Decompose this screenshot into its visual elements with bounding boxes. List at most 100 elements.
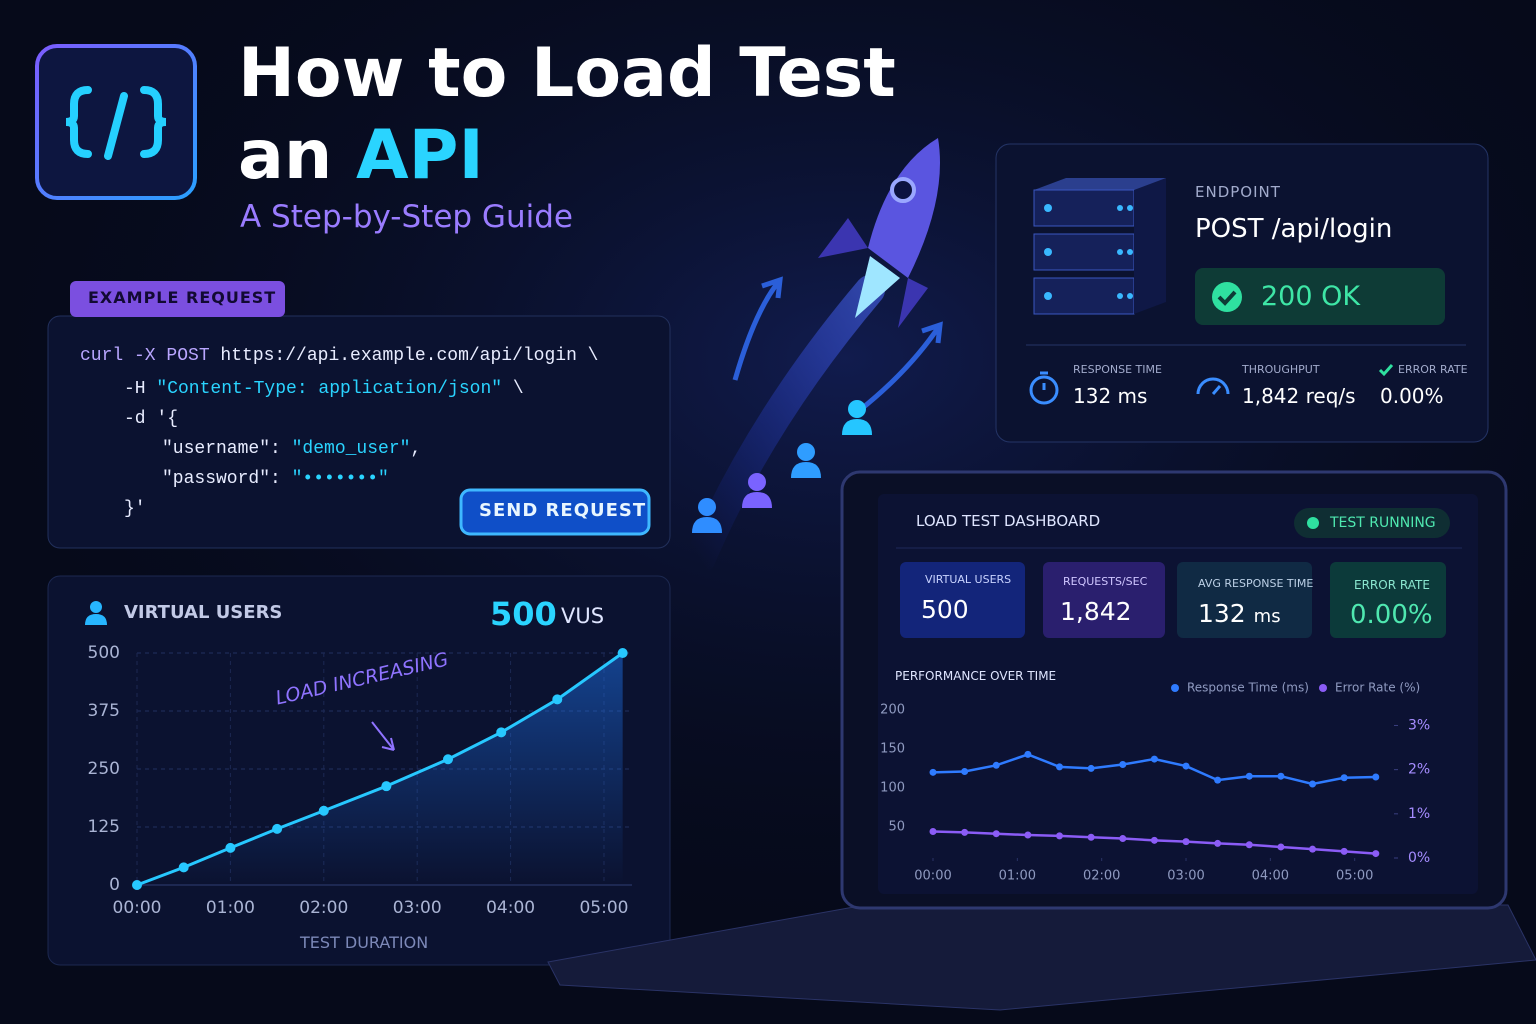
y-tick-label: 150 (880, 741, 905, 756)
point (1150, 836, 1158, 844)
code-token: "password": (162, 469, 292, 489)
point (1024, 831, 1032, 839)
x-tick-label: 01:00 (206, 898, 255, 918)
metric-label: ERROR RATE (1398, 363, 1468, 376)
point (225, 842, 236, 853)
card-value: 500 (921, 595, 969, 624)
dashboard-title: LOAD TEST DASHBOARD (916, 512, 1101, 530)
point (132, 880, 142, 890)
y-tick-label: 50 (888, 819, 905, 834)
x-tick-label: 04:00 (486, 898, 535, 918)
y-tick-label: 0 (109, 875, 120, 895)
code-token: "username": (162, 439, 292, 459)
point (1309, 780, 1317, 788)
point (961, 828, 969, 836)
request-tag (70, 281, 285, 317)
legend-label: Response Time (ms) (1187, 681, 1309, 695)
point (1119, 835, 1127, 843)
user-figures (692, 400, 872, 533)
endpoint-value: POST /api/login (1195, 214, 1393, 244)
card (1043, 562, 1165, 638)
code-token: }' (124, 499, 146, 519)
code-token: "•••••••" (291, 469, 389, 489)
x-tick-label: 05:00 (1336, 869, 1373, 884)
point (1277, 772, 1285, 780)
y-tick-label: 100 (880, 780, 905, 795)
y-tick-label: 500 (88, 643, 120, 663)
endpoint-label: ENDPOINT (1195, 183, 1281, 201)
point (1245, 772, 1253, 780)
card-label: REQUESTS/SEC (1063, 575, 1148, 588)
point (1309, 845, 1317, 853)
card-label: AVG RESPONSE TIME (1198, 577, 1314, 590)
metric-icons (1029, 364, 1394, 405)
y-tick-label: 375 (88, 701, 120, 721)
point (272, 823, 283, 834)
card-value: 132 ms (1198, 601, 1281, 626)
card-unit: ms (1253, 606, 1281, 627)
point (1245, 841, 1253, 849)
title-highlight: API (355, 116, 484, 195)
point (929, 768, 937, 776)
status-text: 200 OK (1261, 281, 1361, 312)
laptop-screen (878, 494, 1478, 894)
point (1024, 750, 1032, 758)
y-tick-label: 125 (88, 817, 120, 837)
running-pill (1294, 508, 1450, 538)
card-number: 132 (1198, 599, 1246, 628)
send-button[interactable]: SEND REQUEST (479, 500, 647, 521)
running-text: TEST RUNNING (1330, 515, 1436, 531)
metric-value: 132 ms (1073, 384, 1148, 408)
point (1056, 832, 1064, 840)
code-token: -H (124, 379, 157, 399)
code-line: curl -X POST https://api.example.com/api… (80, 347, 599, 365)
point (1182, 838, 1190, 846)
point (1340, 847, 1348, 855)
point (1087, 764, 1095, 772)
metric-value: 1,842 req/s (1242, 384, 1356, 408)
point (992, 830, 1000, 838)
subtitle: A Step-by-Step Guide (240, 199, 573, 235)
code-line: -d '{ (124, 410, 178, 428)
area (137, 653, 623, 885)
code-token: -d '{ (124, 409, 179, 429)
x-tick-label: 03:00 (393, 898, 442, 918)
code-token: https://api.example.com/api/login \ (209, 346, 599, 366)
card-value: 1,842 (1060, 597, 1132, 626)
tag-label: EXAMPLE REQUEST (88, 288, 277, 307)
x-tick-label: 01:00 (999, 869, 1036, 884)
point (1150, 755, 1158, 763)
legend-label: Error Rate (%) (1335, 681, 1420, 695)
point (443, 754, 454, 765)
card (900, 562, 1025, 638)
point (1182, 762, 1190, 770)
card-value: 0.00% (1350, 600, 1433, 630)
title-line2: an API (238, 122, 484, 190)
code-token: "Content-Type: application/json" (156, 379, 503, 399)
point (1372, 850, 1380, 858)
check-icon (1212, 282, 1242, 312)
point (1277, 843, 1285, 851)
point (1214, 839, 1222, 847)
point (552, 694, 563, 705)
card-label: ERROR RATE (1354, 578, 1430, 592)
x-axis-label: TEST DURATION (300, 933, 429, 952)
code-icon (65, 86, 167, 160)
status-box (1195, 268, 1445, 325)
headline-value: 500 (490, 595, 557, 633)
point (178, 862, 189, 873)
x-tick-label: 02:00 (1083, 869, 1120, 884)
code-token: "demo_user" (291, 439, 411, 459)
y2-tick-label: 3% (1408, 717, 1430, 733)
metric-value: 0.00% (1380, 384, 1444, 408)
line (136, 651, 624, 887)
title-word: an (238, 116, 333, 195)
point (496, 727, 507, 738)
point (1119, 761, 1127, 769)
point (961, 768, 969, 776)
running-dot (1307, 517, 1319, 529)
y2-tick-label: 0% (1408, 850, 1430, 866)
legend-swatch (1171, 684, 1179, 692)
